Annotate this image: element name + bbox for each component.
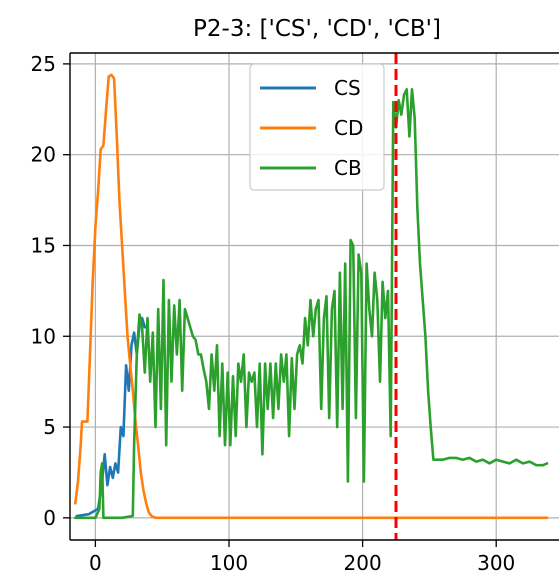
y-tick-label: 5: [43, 415, 56, 439]
legend: CS CD CB: [249, 63, 385, 191]
x-tick-label: 0: [89, 551, 102, 575]
legend-label-cd: CD: [334, 116, 363, 140]
y-tick-label: 10: [31, 324, 56, 348]
legend-label-cs: CS: [334, 76, 361, 100]
y-tick-label: 0: [43, 506, 56, 530]
y-tick-label: 25: [31, 52, 56, 76]
legend-label-cb: CB: [334, 156, 362, 180]
chart-title: P2-3: ['CS', 'CD', 'CB']: [193, 16, 441, 42]
x-tick-label: 200: [344, 551, 382, 575]
y-tick-label: 15: [31, 233, 56, 257]
series-line-cd: [74, 73, 549, 520]
x-tick-label: 300: [477, 551, 515, 575]
series-line-cb: [74, 88, 549, 520]
axes: [69, 52, 559, 541]
y-tick-label: 20: [31, 143, 56, 167]
series-layer: [74, 73, 549, 520]
legend-box: [249, 63, 385, 191]
x-tick-label: 100: [210, 551, 248, 575]
ticks: 0 100 200 300 0 5 10 15 20 25: [31, 52, 516, 575]
